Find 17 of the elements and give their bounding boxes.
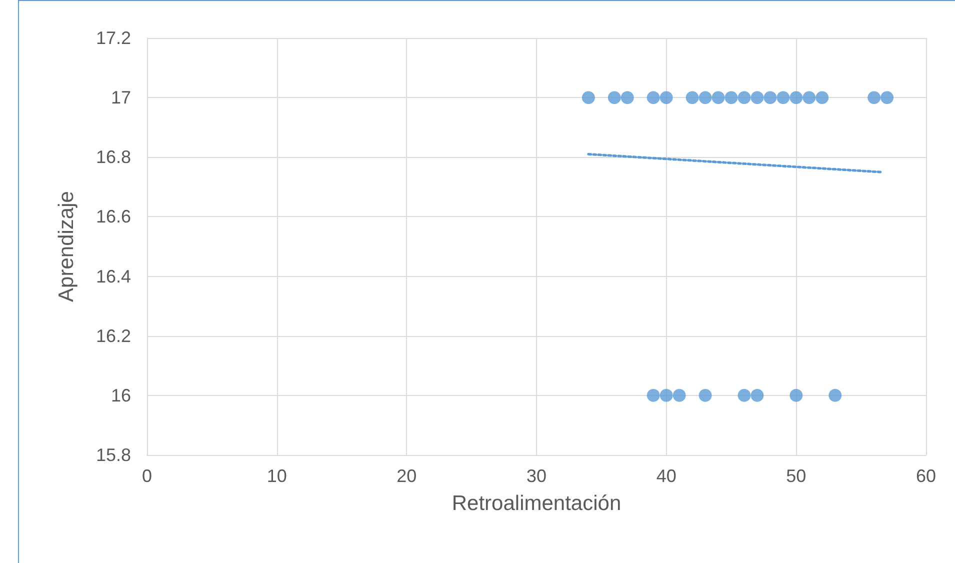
x-tick-label: 10 — [266, 466, 287, 486]
x-tick-label: 50 — [786, 466, 806, 486]
x-axis-title: Retroalimentación — [452, 492, 622, 515]
x-tick-label: 20 — [396, 466, 417, 486]
y-tick-label: 16.4 — [96, 266, 131, 286]
x-tick-label: 60 — [916, 466, 936, 486]
x-tick-label: 40 — [656, 466, 676, 486]
y-tick-label: 16.6 — [96, 206, 131, 227]
x-tick-label: 0 — [142, 466, 152, 486]
y-tick-label: 15.8 — [96, 445, 131, 465]
y-tick-label: 16 — [110, 385, 131, 406]
y-tick-label: 16.8 — [96, 147, 131, 168]
y-tick-label: 16.2 — [96, 326, 131, 346]
x-tick-label: 30 — [526, 466, 547, 486]
y-tick-label: 17.2 — [96, 28, 131, 48]
y-tick-label: 17 — [110, 88, 131, 108]
y-axis-title: Aprendizaje — [55, 191, 78, 302]
